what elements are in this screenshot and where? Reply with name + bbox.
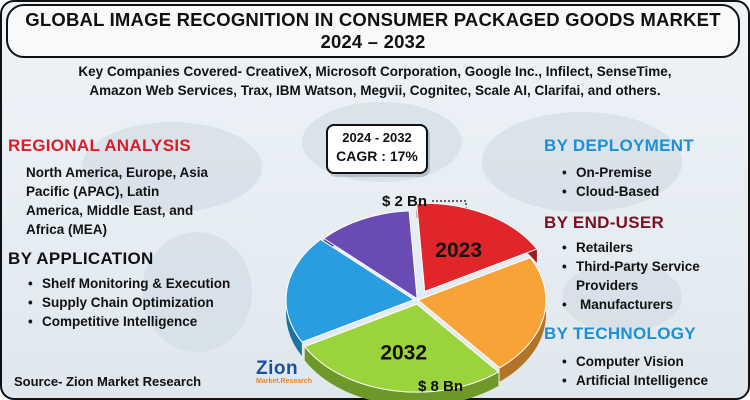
companies-line: Key Companies Covered- CreativeX, Micros… xyxy=(78,64,672,79)
pie-slice xyxy=(416,202,538,293)
list-item: Artificial Intelligence xyxy=(560,371,708,390)
deployment-list: On-Premise Cloud-Based xyxy=(560,163,659,201)
logo-word: Zion xyxy=(256,358,299,379)
regional-line: Africa (MEA) xyxy=(26,222,108,237)
pie-slice xyxy=(417,257,547,369)
slice-label: 2032 xyxy=(380,342,427,365)
title-box: GLOBAL IMAGE RECOGNITION IN CONSUMER PAC… xyxy=(6,4,740,58)
regional-line: Pacific (APAC), Latin xyxy=(26,184,160,199)
application-list: Shelf Monitoring & Execution Supply Chai… xyxy=(26,274,230,331)
list-item: Retailers xyxy=(560,238,700,257)
value-annotation: $ 8 Bn xyxy=(418,378,463,395)
slice-label: 2023 xyxy=(435,239,482,262)
list-item: Manufacturers xyxy=(560,295,700,314)
list-item: Competitive Intelligence xyxy=(26,312,230,331)
pie-slice xyxy=(285,238,416,343)
by-deployment-heading: BY DEPLOYMENT xyxy=(544,136,694,155)
page-title: GLOBAL IMAGE RECOGNITION IN CONSUMER PAC… xyxy=(25,9,721,30)
regional-line: North America, Europe, Asia xyxy=(26,165,209,180)
pie-slice xyxy=(303,303,500,393)
world-map-shape xyxy=(82,122,262,212)
end-user-list: Retailers Third-Party Service Providers … xyxy=(560,238,700,314)
zion-logo: Zion Market.Research xyxy=(256,358,316,394)
regional-line: America, Middle East, and xyxy=(26,203,194,218)
by-end-user-heading: BY END-USER xyxy=(544,213,665,232)
list-item: Supply Chain Optimization xyxy=(26,293,230,312)
source-text: Source- Zion Market Research xyxy=(14,374,202,389)
regional-text: North America, Europe, Asia Pacific (APA… xyxy=(26,163,266,239)
logo-sub: Market.Research xyxy=(256,378,313,385)
list-item: Shelf Monitoring & Execution xyxy=(26,274,230,293)
technology-list: Computer Vision Artificial Intelligence xyxy=(560,352,708,390)
pie-slice xyxy=(322,210,418,300)
list-item: Third-Party Service xyxy=(560,257,700,276)
pie-slice-side xyxy=(499,257,546,382)
value-annotation: $ 2 Bn xyxy=(382,193,427,210)
companies-line: Amazon Web Services, Trax, IBM Watson, M… xyxy=(89,83,661,98)
regional-analysis-heading: REGIONAL ANALYSIS xyxy=(8,136,192,155)
by-technology-heading: BY TECHNOLOGY xyxy=(544,324,696,343)
cagr-value: CAGR : 17% xyxy=(336,148,418,164)
list-item: On-Premise xyxy=(560,163,659,182)
pie-chart: 2023 2032 $ 2 Bn $ 8 Bn xyxy=(285,193,547,400)
pie-slice-side xyxy=(304,346,499,400)
cagr-box: 2024 - 2032 CAGR : 17% xyxy=(326,124,428,174)
key-companies: Key Companies Covered- CreativeX, Micros… xyxy=(10,62,740,100)
list-item-continued: Providers xyxy=(576,278,639,293)
by-application-heading: BY APPLICATION xyxy=(8,249,154,268)
title-years: 2024 – 2032 xyxy=(320,31,426,52)
list-item: Computer Vision xyxy=(560,352,708,371)
cagr-period: 2024 - 2032 xyxy=(342,130,412,145)
list-item: Cloud-Based xyxy=(560,182,659,201)
